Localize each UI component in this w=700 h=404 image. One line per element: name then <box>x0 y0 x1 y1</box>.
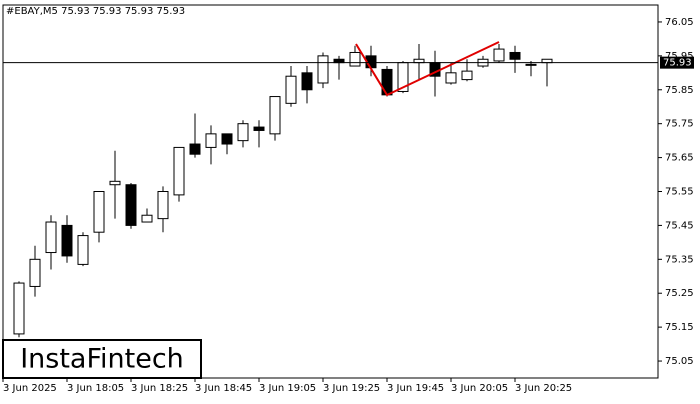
plot-frame <box>2 4 659 379</box>
candle-body <box>45 221 57 254</box>
x-tick-label: 3 Jun 18:05 <box>67 383 124 394</box>
candle-body <box>205 133 217 148</box>
y-tick-label: 75.15 <box>665 322 694 333</box>
y-tick-label: 76.05 <box>665 17 694 28</box>
candle-body <box>253 126 265 131</box>
candle-body <box>125 184 137 226</box>
current-price-box <box>660 56 694 69</box>
y-tick-label: 75.45 <box>665 220 694 231</box>
candle-body <box>157 191 169 220</box>
y-tick-label: 75.55 <box>665 187 694 198</box>
y-tick-label: 75.95 <box>665 51 694 62</box>
candle-body <box>413 58 425 64</box>
x-tick-label: 3 Jun 18:45 <box>195 383 252 394</box>
y-tick-label: 75.85 <box>665 85 694 96</box>
candle-body <box>301 72 313 91</box>
candle-body <box>189 143 201 155</box>
candle-body <box>493 48 505 62</box>
brand-logo: InstaFintech <box>20 344 184 375</box>
y-tick-label: 75.35 <box>665 254 694 265</box>
chart-title: #EBAY,M5 75.93 75.93 75.93 75.93 <box>6 6 185 17</box>
candle-body <box>61 224 73 257</box>
candle-body <box>333 58 345 64</box>
candle-body <box>141 214 153 223</box>
candle-body <box>93 191 105 233</box>
x-tick-label: 3 Jun 19:45 <box>387 383 444 394</box>
x-tick-label: 3 Jun 18:25 <box>131 383 188 394</box>
candle-body <box>109 180 121 186</box>
candle-body <box>237 123 249 142</box>
candle-body <box>285 75 297 104</box>
candle-body <box>29 258 41 287</box>
x-tick-label: 3 Jun 19:25 <box>323 383 380 394</box>
candle-body <box>317 55 329 84</box>
candle-body <box>77 235 89 265</box>
y-tick-label: 75.25 <box>665 288 694 299</box>
x-tick-label: 3 Jun 20:05 <box>451 383 508 394</box>
candle-body <box>461 70 473 81</box>
x-tick-label: 3 Jun 20:25 <box>515 383 572 394</box>
candle-body <box>445 72 457 84</box>
x-tick-label: 3 Jun 2025 <box>3 383 57 394</box>
x-tick-label: 3 Jun 19:05 <box>259 383 316 394</box>
y-tick-label: 75.05 <box>665 356 694 367</box>
pattern-line <box>355 41 500 97</box>
candle-body <box>541 58 553 64</box>
brand-box <box>2 339 202 379</box>
candle-body <box>13 282 25 335</box>
candle-body <box>509 51 521 60</box>
current-price-label: 75.93 <box>663 58 692 69</box>
y-tick-label: 75.75 <box>665 119 694 130</box>
y-tick-label: 75.65 <box>665 153 694 164</box>
candle-body <box>173 146 185 196</box>
marks <box>13 43 553 338</box>
candle-body <box>525 63 537 66</box>
candle-body <box>349 51 361 67</box>
candle-body <box>269 96 281 135</box>
candle-body <box>221 133 233 145</box>
